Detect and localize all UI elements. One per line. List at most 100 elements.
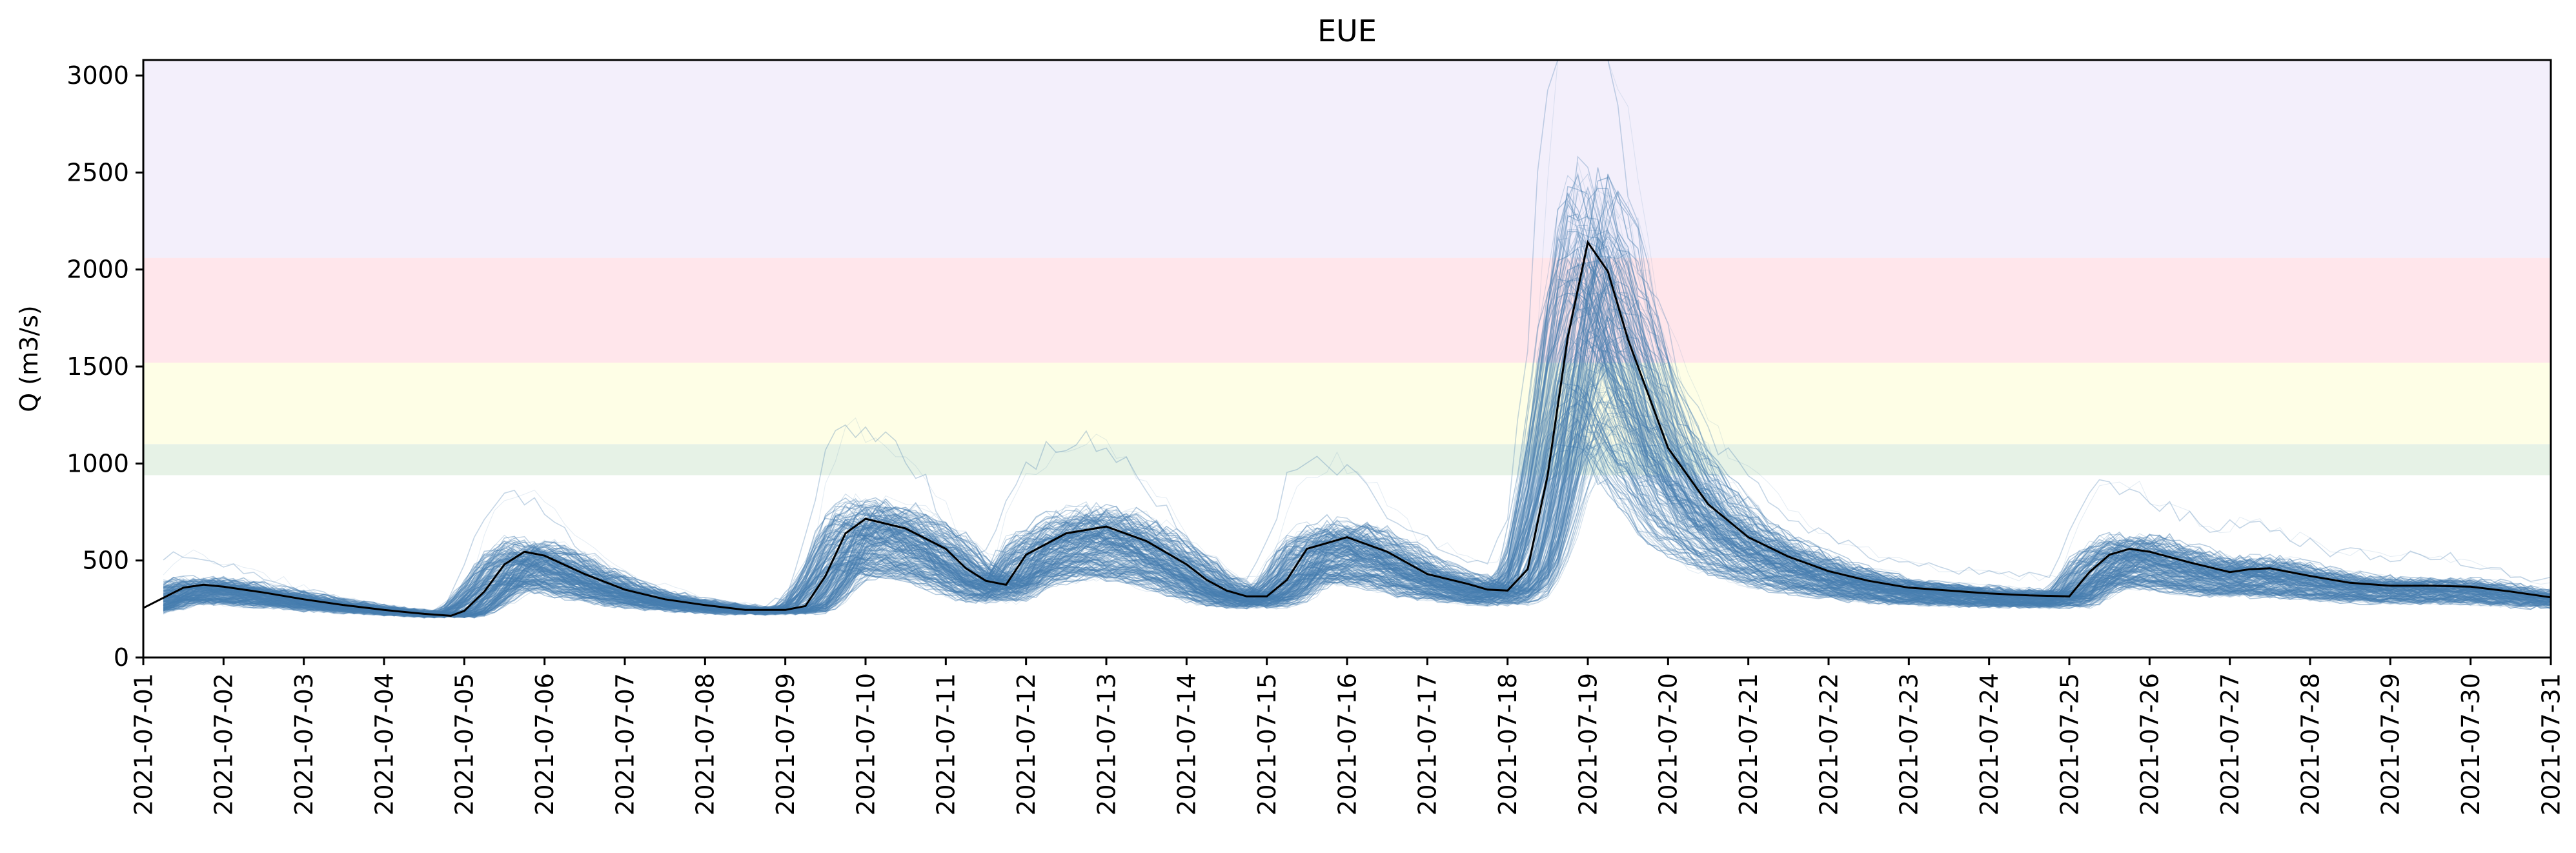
ensemble-member-line — [163, 383, 2551, 617]
ensemble-member-line — [163, 339, 2551, 616]
ensemble-member-line — [163, 230, 2551, 617]
ensemble-member-line — [163, 303, 2260, 616]
ensemble-member-line — [163, 228, 2551, 617]
ensemble-member-line — [163, 232, 2551, 617]
ensemble-member-line — [163, 265, 2551, 617]
ensemble-member-line — [163, 432, 2551, 617]
ensemble-member-line — [163, 274, 2551, 618]
ensemble-member-line — [163, 443, 2521, 617]
ensemble-member-line — [163, 336, 2551, 616]
ensemble-member-line — [163, 233, 2551, 616]
ensemble-member-line — [163, 192, 2551, 615]
x-tick-label: 2021-07-01 — [129, 673, 157, 816]
ensemble-member-line — [163, 400, 2501, 617]
ensemble-member-line — [163, 262, 2551, 617]
observed-series — [143, 239, 2551, 617]
ensemble-member-line — [163, 245, 2180, 617]
ensemble-member-line — [163, 347, 2551, 617]
ensemble-member-line — [163, 360, 2551, 617]
ensemble-member-line — [163, 308, 2551, 616]
ensemble-member-line — [163, 446, 2551, 616]
ensemble-member-line — [163, 269, 2280, 617]
x-tick-label: 2021-07-09 — [771, 673, 800, 816]
ensemble-member-line — [163, 417, 2551, 616]
ensemble-member-line — [163, 330, 2551, 616]
y-tick-label: 2000 — [66, 256, 129, 284]
x-tick-label: 2021-07-28 — [2296, 673, 2324, 816]
ensemble-member-line — [163, 299, 2551, 616]
ensemble-member-line — [163, 424, 2501, 617]
ensemble-member-line — [163, 352, 2551, 618]
ensemble-member-line — [163, 376, 2551, 619]
ensemble-member-line — [163, 419, 2551, 617]
ensemble-member-line — [163, 421, 2351, 618]
ensemble-member-line — [163, 454, 2551, 617]
ensemble-member-line — [163, 414, 2491, 617]
ensemble-member-line — [163, 366, 2351, 618]
ensemble-member-line — [163, 293, 2551, 618]
ensemble-member-line — [163, 306, 2551, 617]
observed-line — [143, 239, 2551, 617]
ensemble-member-line — [163, 448, 2551, 617]
ensemble-member-line — [163, 190, 2551, 619]
ensemble-member-line — [163, 255, 2551, 617]
ensemble-member-line — [163, 351, 2551, 617]
ensemble-member-line — [163, 177, 2551, 617]
ensemble-member-line — [163, 343, 2551, 616]
ensemble-member-line — [163, 192, 2551, 615]
x-tick-label: 2021-07-05 — [451, 673, 479, 816]
ensemble-member-line — [163, 192, 2551, 617]
ensemble-member-line — [163, 356, 2551, 617]
ensemble-member-line — [163, 405, 2551, 617]
ensemble-member-line — [163, 403, 2511, 617]
ensemble-member-line — [163, 411, 2501, 617]
ensemble-member-line — [163, 386, 2551, 617]
ensemble-member-line — [163, 302, 2260, 617]
ensemble-member-line — [163, 199, 2431, 617]
ensemble-member-line — [163, 347, 2551, 617]
ensemble-member-line — [163, 210, 2551, 618]
ensemble-member-line — [163, 288, 2551, 616]
ensemble-member-line — [163, 171, 2551, 617]
threshold-band-3 — [143, 257, 2551, 363]
ensemble-member-line — [163, 293, 2551, 617]
ensemble-member-line — [163, 366, 2351, 618]
ensemble-member-line — [163, 361, 2551, 617]
ensemble-member-line — [163, 335, 2551, 616]
ensemble-member-line — [163, 270, 2551, 617]
ensemble-member-line — [163, 403, 2551, 618]
ensemble-member-line — [163, 294, 2300, 617]
x-tick-label: 2021-07-11 — [932, 673, 960, 816]
ensemble-member-line — [163, 398, 2551, 618]
x-tick-label: 2021-07-22 — [1814, 673, 1843, 816]
ensemble-member-line — [163, 413, 2551, 618]
ensemble-member-line — [163, 315, 2551, 616]
ensemble-member-line — [163, 411, 2551, 619]
ensemble-member-line — [163, 227, 2551, 617]
ensemble-member-line — [163, 332, 2551, 616]
ensemble-member-line — [163, 256, 2551, 619]
ensemble-member-line — [163, 392, 2551, 618]
ensemble-member-line — [163, 267, 2311, 617]
ensemble-member-line — [163, 379, 2551, 617]
ensemble-member-line — [163, 332, 2551, 617]
ensemble-member-line — [163, 214, 2381, 617]
x-tick-label: 2021-07-10 — [851, 673, 880, 816]
ensemble-member-line — [163, 188, 2551, 616]
ensemble-member-line — [163, 365, 2551, 616]
ensemble-member-line — [163, 171, 2551, 617]
ensemble-member-line — [163, 441, 2551, 616]
y-tick-label: 1000 — [66, 449, 129, 477]
ensemble-member-line — [163, 401, 2551, 617]
x-tick-label: 2021-07-17 — [1414, 673, 1442, 816]
ensemble-member-line — [163, 251, 2150, 617]
ensemble-member-line — [163, 402, 2341, 618]
ensemble-member-line — [163, 395, 2551, 617]
ensemble-member-line — [163, 341, 2551, 617]
ensemble-member-line — [163, 374, 2431, 618]
ensemble-member-line — [163, 257, 2481, 617]
ensemble-member-line — [163, 281, 2551, 618]
ensemble-member-line — [163, 206, 2551, 618]
ensemble-member-line — [163, 328, 2551, 617]
ensemble-member-line — [163, 363, 2551, 617]
